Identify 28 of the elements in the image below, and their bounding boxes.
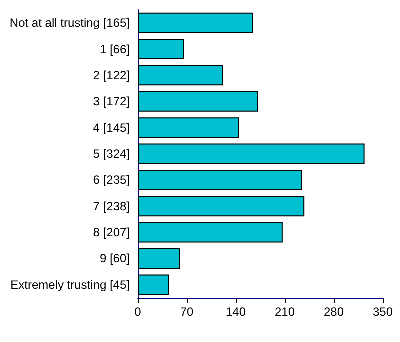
bar bbox=[138, 39, 184, 60]
bar bbox=[138, 118, 240, 138]
bar bbox=[138, 274, 170, 296]
y-tick-label: Not at all trusting [165] bbox=[10, 16, 130, 30]
y-tick-label: Extremely trusting [45] bbox=[10, 278, 130, 292]
x-tick-label: 350 bbox=[372, 305, 394, 319]
y-tick-label: 2 [122] bbox=[93, 68, 130, 82]
y-tick-label: 5 [324] bbox=[93, 147, 130, 161]
bar bbox=[138, 222, 283, 243]
x-tick-label: 70 bbox=[180, 305, 194, 319]
y-tick-label: 4 [145] bbox=[93, 120, 130, 135]
x-tick-label: 0 bbox=[134, 305, 142, 319]
x-tick-label: 140 bbox=[226, 305, 246, 319]
bar bbox=[138, 248, 180, 269]
bar bbox=[138, 12, 254, 34]
y-tick-label: 6 [235] bbox=[93, 173, 130, 188]
bar bbox=[138, 144, 365, 164]
y-tick-label: 9 [60] bbox=[100, 252, 130, 266]
y-tick-label: 8 [207] bbox=[93, 226, 130, 240]
y-tick-label: 3 [172] bbox=[93, 94, 130, 109]
bar bbox=[138, 196, 305, 217]
x-tick-label: 210 bbox=[274, 305, 296, 319]
bar bbox=[138, 170, 302, 190]
bar bbox=[138, 91, 258, 112]
y-tick-label: 7 [238] bbox=[93, 199, 130, 214]
y-tick-label: 1 [66] bbox=[100, 42, 130, 56]
bar bbox=[138, 65, 224, 86]
x-tick-label: 280 bbox=[324, 305, 344, 319]
